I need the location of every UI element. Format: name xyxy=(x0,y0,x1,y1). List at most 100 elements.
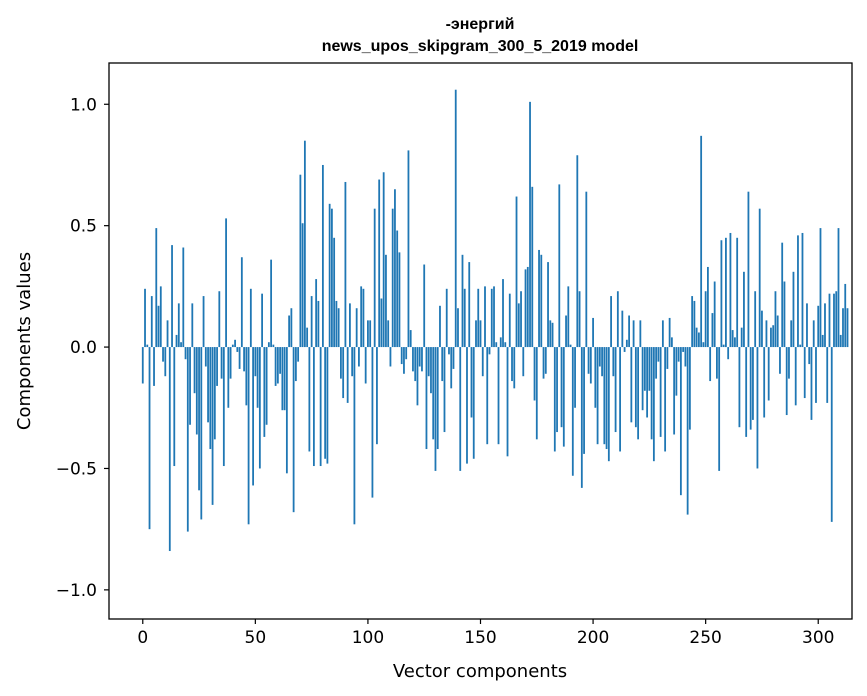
y-axis-ticks: −1.0 −0.5 0.0 0.5 1.0 xyxy=(56,95,109,601)
bar-293 xyxy=(801,232,804,348)
y-tick-label: −1.0 xyxy=(56,581,97,601)
bar-135 xyxy=(445,288,448,348)
y-tick-label: 0.0 xyxy=(70,338,97,358)
bar-224 xyxy=(646,347,649,418)
bar-90 xyxy=(344,181,347,348)
bar-47 xyxy=(247,347,250,525)
bar-300 xyxy=(817,305,820,348)
bar-22 xyxy=(191,303,194,348)
bar-306 xyxy=(830,347,833,522)
bar-227 xyxy=(652,347,655,462)
bar-173 xyxy=(531,186,534,348)
bar-12 xyxy=(168,347,171,552)
bar-114 xyxy=(398,252,401,348)
bar-137 xyxy=(450,347,453,389)
plot-frame xyxy=(108,62,853,620)
bar-61 xyxy=(279,347,282,374)
bar-31 xyxy=(211,347,214,505)
bar-142 xyxy=(461,254,464,348)
bar-32 xyxy=(213,347,216,440)
bar-59 xyxy=(274,347,277,386)
y-tick-label: 1.0 xyxy=(70,95,97,115)
bar-109 xyxy=(387,320,390,348)
bar-183 xyxy=(553,347,556,452)
bar-84 xyxy=(331,208,333,348)
bar-48 xyxy=(249,288,252,348)
bar-280 xyxy=(772,325,775,348)
bar-273 xyxy=(756,347,759,469)
bar-0 xyxy=(141,347,144,384)
bar-260 xyxy=(727,347,730,360)
bar-71 xyxy=(301,223,304,348)
bar-17 xyxy=(180,342,182,348)
bar-27 xyxy=(202,296,205,348)
bar-119 xyxy=(409,330,412,348)
bar-43 xyxy=(238,347,241,369)
bar-29 xyxy=(207,347,209,423)
bar-237 xyxy=(675,347,678,396)
bar-125 xyxy=(423,264,426,348)
bar-285 xyxy=(783,281,786,348)
bar-302 xyxy=(821,334,824,348)
bar-264 xyxy=(736,237,739,348)
bar-192 xyxy=(574,347,576,408)
bar-220 xyxy=(637,347,640,440)
bar-161 xyxy=(504,342,507,348)
bar-184 xyxy=(556,347,558,433)
bar-225 xyxy=(648,347,651,391)
bar-305 xyxy=(828,293,831,348)
bar-198 xyxy=(587,347,590,374)
bar-274 xyxy=(758,208,761,348)
bar-228 xyxy=(655,347,658,379)
bar-150 xyxy=(479,320,482,348)
bar-229 xyxy=(657,347,660,362)
bar-307 xyxy=(833,293,835,348)
bar-123 xyxy=(418,347,421,367)
bar-292 xyxy=(799,344,802,348)
bar-310 xyxy=(839,334,842,348)
bar-194 xyxy=(578,291,581,348)
bar-10 xyxy=(164,347,167,377)
bar-170 xyxy=(524,269,527,348)
bar-196 xyxy=(583,347,585,454)
bar-96 xyxy=(358,347,360,367)
bar-265 xyxy=(738,347,741,428)
bar-266 xyxy=(740,327,743,348)
bar-268 xyxy=(745,347,748,437)
bar-39 xyxy=(229,347,232,379)
bar-72 xyxy=(303,140,306,348)
bar-160 xyxy=(502,279,504,348)
bar-77 xyxy=(315,279,318,348)
bar-4 xyxy=(150,296,153,348)
bar-23 xyxy=(193,347,196,394)
bar-279 xyxy=(770,327,772,348)
bar-311 xyxy=(842,308,844,348)
bar-271 xyxy=(752,347,754,420)
bar-121 xyxy=(414,347,417,382)
bar-53 xyxy=(261,293,263,348)
bar-122 xyxy=(416,347,419,406)
bar-200 xyxy=(592,317,594,348)
bar-41 xyxy=(234,339,236,348)
bar-158 xyxy=(497,347,500,445)
bar-297 xyxy=(810,347,813,420)
bar-74 xyxy=(308,347,311,452)
bar-313 xyxy=(846,308,849,348)
bar-179 xyxy=(544,347,547,374)
bar-136 xyxy=(448,347,450,355)
bar-60 xyxy=(276,347,279,384)
bar-240 xyxy=(682,347,685,352)
bar-11 xyxy=(166,320,169,348)
bar-236 xyxy=(673,347,676,435)
bar-282 xyxy=(776,315,779,348)
bar-143 xyxy=(463,288,466,348)
bar-149 xyxy=(477,288,480,348)
bar-83 xyxy=(328,203,331,348)
bar-247 xyxy=(698,332,700,348)
bar-34 xyxy=(218,291,221,348)
bar-258 xyxy=(722,344,725,348)
bar-261 xyxy=(729,232,732,348)
bar-95 xyxy=(355,308,358,348)
bar-193 xyxy=(576,155,579,348)
bar-3 xyxy=(148,347,151,530)
